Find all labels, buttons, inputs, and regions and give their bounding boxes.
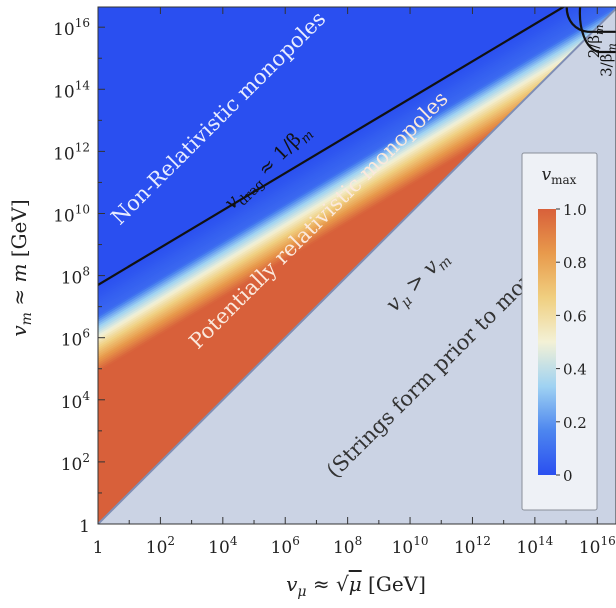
plot-frame [97, 6, 616, 525]
contour-3-over-beta [578, 7, 616, 54]
colorbar-tick-label: 0.4 [563, 361, 587, 379]
y-tick-label: 1 [79, 517, 90, 537]
contour-2-label: 2/βm [585, 25, 606, 59]
colorbar-tick-label: 0 [563, 467, 573, 485]
x-tick-label: 1014 [516, 534, 553, 558]
colorbar-gradient [538, 209, 556, 475]
x-tick-label: 1012 [454, 534, 491, 558]
x-tick-label: 1016 [579, 534, 616, 558]
y-tick-label: 104 [61, 389, 91, 413]
colorbar-legend: vmax 0 0.2 0.4 0.6 0.8 1.0 [521, 152, 598, 511]
x-tick-label: 104 [208, 534, 238, 558]
y-axis-title: vm ≈ m [GeV] [7, 199, 35, 336]
colorbar-tick-label: 0.8 [563, 254, 587, 272]
x-tick-label: 108 [333, 534, 362, 558]
x-tick-label: 1 [93, 538, 104, 558]
y-tick-label: 1014 [53, 78, 90, 102]
y-tick-label: 102 [61, 451, 90, 475]
y-tick-label: 1012 [53, 140, 90, 164]
x-tick-label: 102 [146, 534, 175, 558]
y-tick-label: 108 [61, 265, 90, 289]
x-tick-label: 106 [271, 534, 300, 558]
transition-band [98, 7, 616, 373]
y-axis-ticks: 1 102 104 106 108 1010 1012 1014 1016 [53, 16, 105, 537]
x-axis-title: vμ ≈ √μ [GeV] [286, 572, 426, 600]
colorbar-tick-label: 0.2 [563, 414, 587, 432]
y-tick-label: 1010 [53, 202, 90, 226]
colorbar-title: vmax [542, 165, 577, 187]
contour-2-over-beta [565, 7, 616, 33]
colorbar-tick-label: 0.6 [563, 307, 587, 325]
x-axis-ticks: 1 102 104 106 108 1010 1012 1014 1016 [93, 7, 616, 558]
y-tick-label: 106 [61, 327, 90, 351]
colorbar-tick-label: 1.0 [563, 201, 587, 219]
drag-curve [98, 7, 566, 286]
plot-area [98, 7, 616, 524]
diagonal-boundary [98, 7, 616, 524]
contour-3-label: 3/βm [597, 43, 616, 77]
region-nonrelativistic [98, 7, 616, 285]
x-tick-label: 1010 [392, 534, 429, 558]
colorbar-ticks: 0 0.2 0.4 0.6 0.8 1.0 [556, 201, 587, 485]
y-tick-label: 1016 [53, 16, 90, 40]
